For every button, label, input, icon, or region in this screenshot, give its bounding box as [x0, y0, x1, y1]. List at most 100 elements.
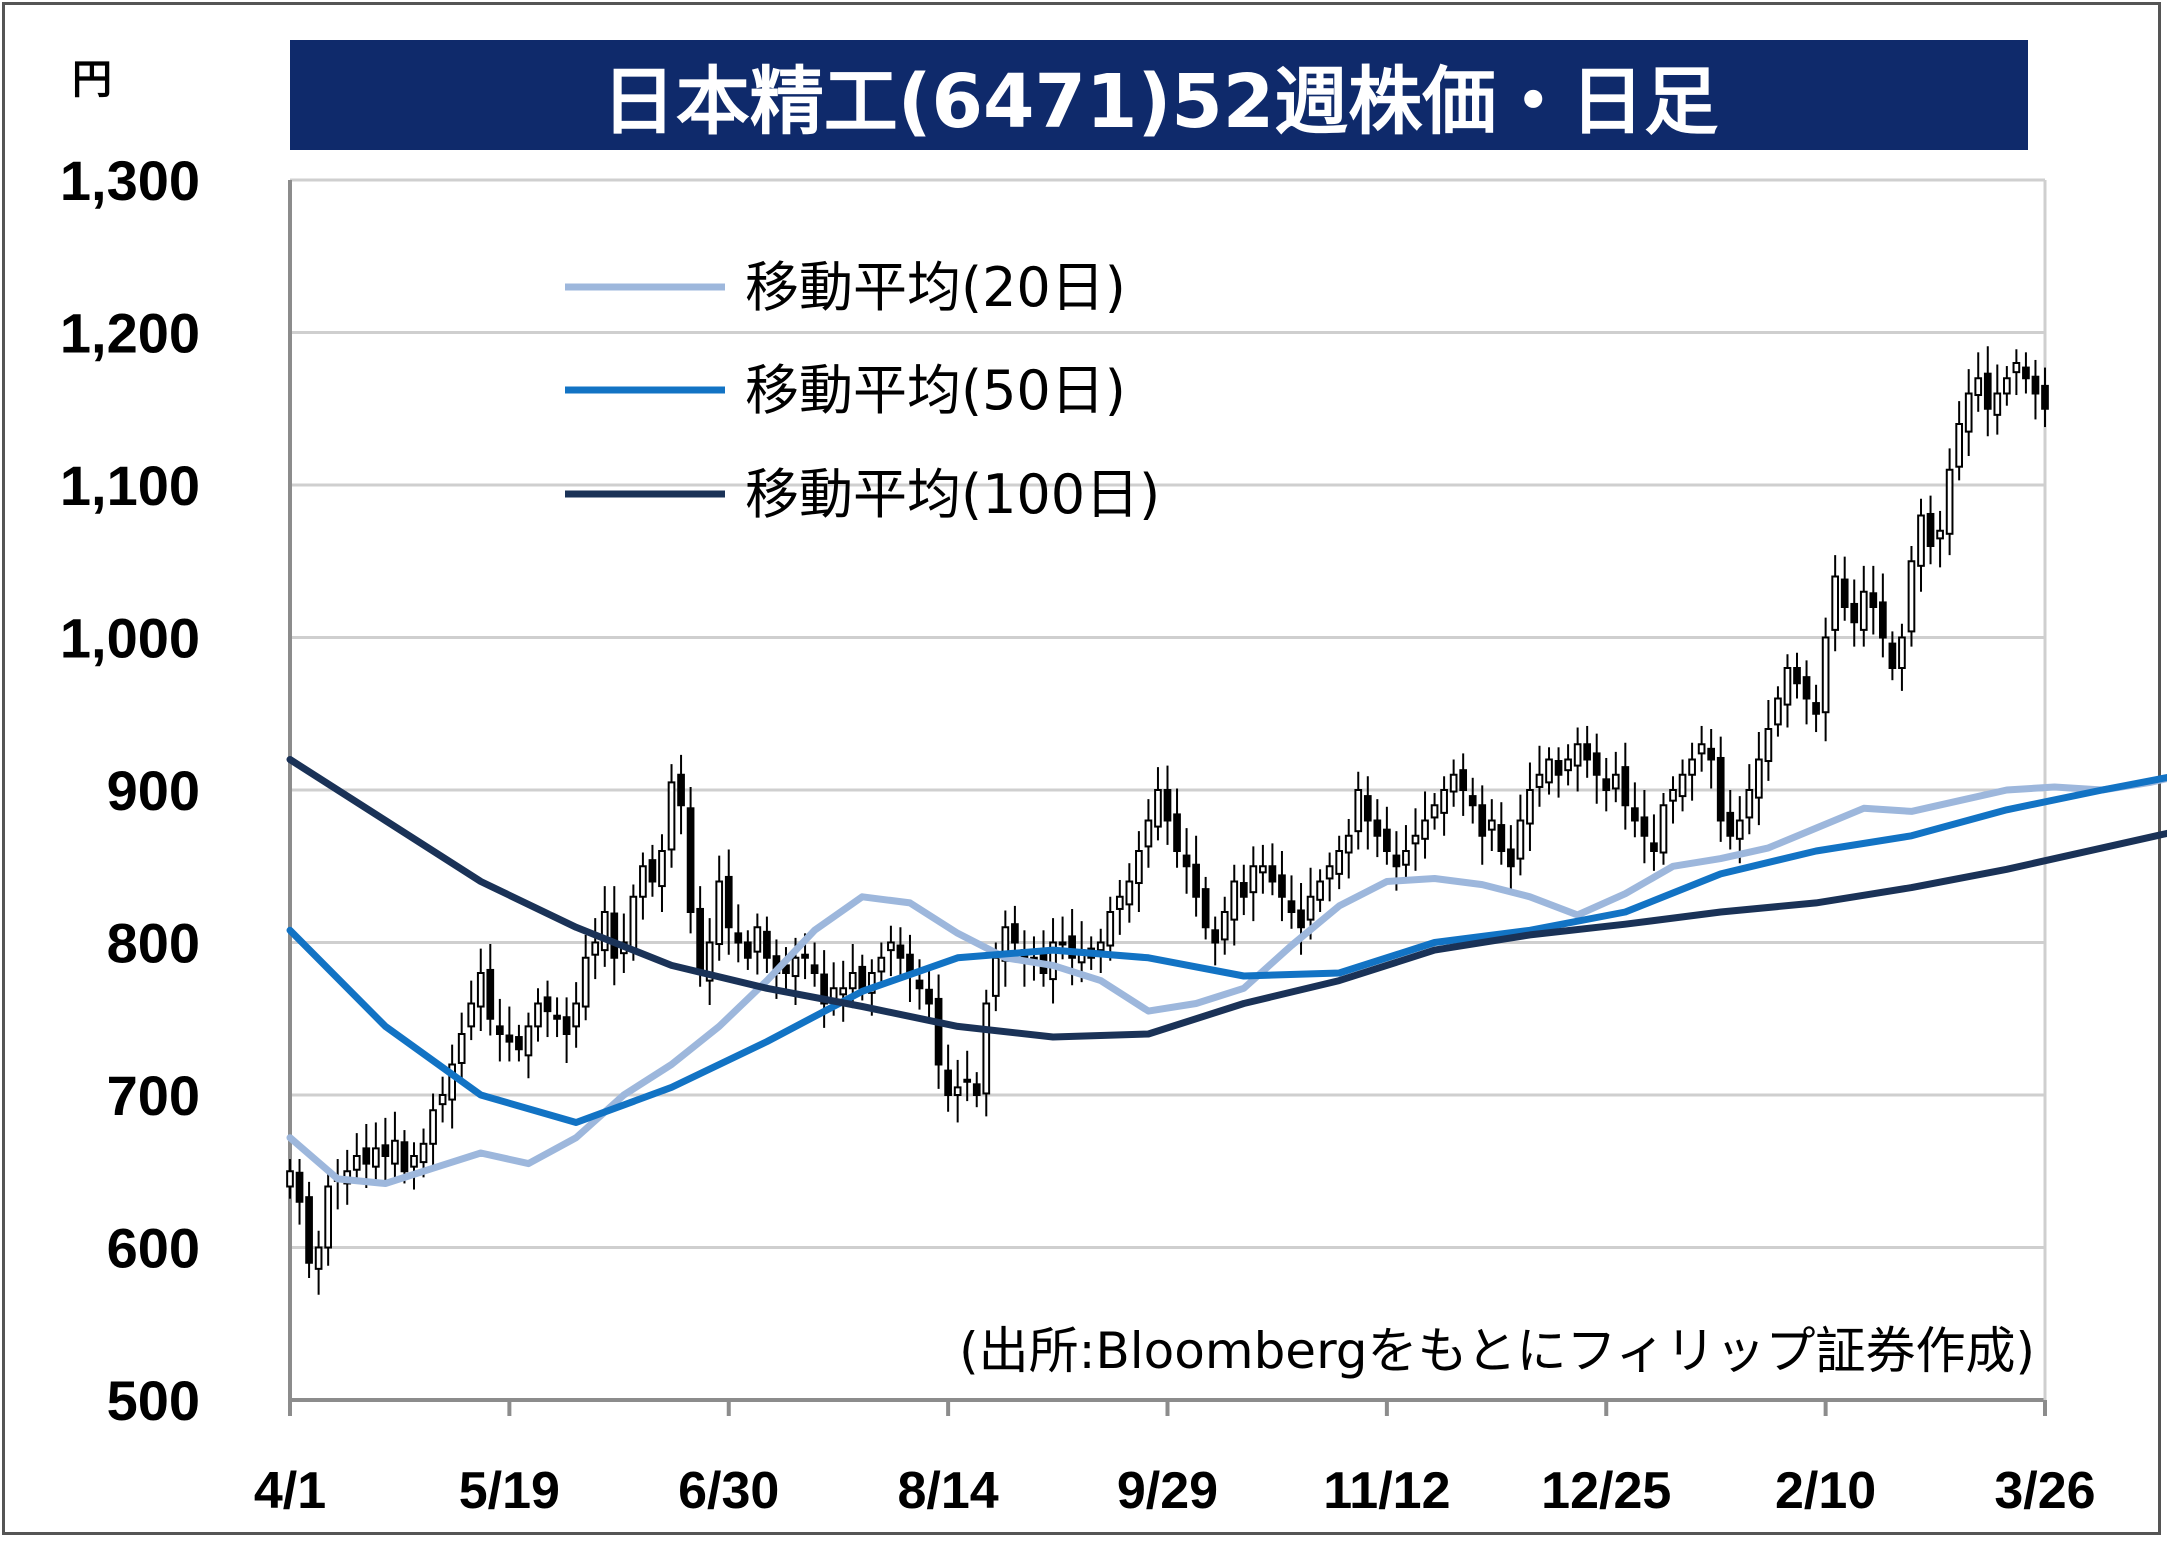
candle-body-down: [1850, 602, 1859, 624]
candle-body-up: [1735, 819, 1744, 840]
x-tick-label: 6/30: [678, 1462, 779, 1520]
candle-body-up: [1831, 575, 1840, 631]
y-tick-label: 1,000: [60, 607, 200, 670]
candle-body-down: [1888, 642, 1897, 669]
candle-body-down: [543, 996, 552, 1013]
candle-body-up: [314, 1246, 323, 1270]
y-tick-label: 800: [107, 912, 200, 975]
candle-body-down: [1459, 769, 1468, 791]
legend: 移動平均(20日) 移動平均(50日) 移動平均(100日): [565, 256, 1160, 526]
candle-body-down: [1879, 601, 1887, 639]
y-tick-label: 1,200: [60, 302, 200, 365]
candle-body-up: [600, 911, 609, 952]
candle-body-down: [562, 1016, 571, 1035]
candle-body-up: [352, 1155, 361, 1171]
candle-body-down: [1650, 842, 1658, 852]
candle-body-up: [1955, 423, 1964, 468]
candle-body-up: [1936, 529, 1944, 540]
candle-body-up: [753, 926, 762, 953]
candle-body-down: [972, 1083, 981, 1096]
candle-body-down: [1211, 929, 1220, 944]
candle-body-up: [457, 1033, 466, 1064]
candle-body-up: [1096, 941, 1105, 952]
candle-body-up: [1859, 590, 1868, 631]
candle-body-up: [1344, 834, 1353, 854]
candle-body-down: [858, 965, 867, 990]
candle-body-down: [486, 968, 495, 1020]
series-line-ma50: [286, 774, 2167, 1126]
candle-body-up: [448, 1063, 456, 1101]
x-tick-label: 12/25: [1541, 1462, 1671, 1520]
candle-body-up: [1545, 758, 1553, 784]
candle-body-up: [1058, 941, 1067, 946]
x-tick-label: 2/10: [1775, 1462, 1876, 1520]
candle-body-up: [1325, 865, 1334, 880]
candle-body-down: [944, 1069, 952, 1096]
candle-body-down: [1631, 807, 1639, 822]
candle-body-up: [572, 1002, 580, 1028]
candle-body-down: [820, 973, 828, 1005]
candle-body-up: [1220, 911, 1229, 941]
candle-body-down: [648, 859, 657, 883]
candle-body-up: [1411, 834, 1420, 845]
candle-body-down: [2031, 375, 2040, 395]
candle-body-up: [1993, 392, 2002, 416]
candle-body-up: [1144, 819, 1153, 848]
chart-title: 日本精工(6471)52週株価・日足: [602, 59, 1719, 145]
candle-body-down: [1068, 935, 1076, 959]
candle-body-down: [1383, 828, 1391, 853]
candle-body-down: [1554, 760, 1563, 776]
candle-body-up: [1449, 773, 1458, 793]
candle-body-up: [1964, 392, 1973, 433]
candle-body-up: [1688, 758, 1696, 776]
candle-body-up: [953, 1086, 962, 1096]
candle-body-down: [1802, 676, 1811, 700]
candle-body-up: [629, 895, 638, 950]
x-tick-label: 8/14: [898, 1462, 999, 1520]
candle-body-up: [1821, 636, 1830, 714]
candle-body-up: [371, 1147, 380, 1168]
candle-body-up: [1697, 743, 1706, 755]
candle-body-down: [515, 1036, 523, 1051]
source-note: (出所:Bloombergをもとにフィリップ証券作成): [959, 1322, 2035, 1380]
candle-body-down: [1621, 766, 1630, 807]
candle-body-down: [1287, 900, 1296, 914]
candle-body-up: [1249, 865, 1258, 894]
candle-body-up: [324, 1185, 332, 1249]
candle-body-up: [1402, 850, 1410, 866]
candle-body-down: [1297, 909, 1305, 929]
candle-body-down: [1173, 813, 1181, 853]
candle-body-up: [1135, 850, 1143, 885]
candle-body-up: [1335, 850, 1344, 875]
candlesticks: [286, 346, 2049, 1295]
candle-body-up: [1487, 819, 1496, 831]
title-banner: [290, 40, 2028, 150]
x-tick-label: 3/26: [1994, 1462, 2095, 1520]
candle-body-up: [658, 850, 666, 888]
candle-body-down: [1602, 778, 1611, 792]
candle-body-down: [925, 988, 933, 1005]
legend-label-ma100: 移動平均(100日): [745, 463, 1160, 526]
candle-body-up: [581, 956, 590, 1008]
candle-body-up: [524, 1025, 533, 1057]
candle-body-down: [1507, 848, 1515, 868]
candle-body-down: [1726, 811, 1735, 837]
candle-body-down: [1592, 752, 1601, 776]
series-line-ma100: [286, 756, 2167, 1041]
candle-body-up: [410, 1155, 418, 1168]
candle-body-up: [1430, 804, 1439, 819]
y-tick-label: 1,100: [60, 454, 200, 517]
candle-body-down: [934, 997, 943, 1066]
candle-body-up: [1678, 773, 1687, 798]
candle-body-up: [1421, 819, 1429, 840]
candle-body-down: [1363, 795, 1372, 822]
candle-body-up: [2012, 362, 2021, 374]
candle-body-down: [362, 1147, 371, 1165]
candle-body-up: [1573, 743, 1582, 767]
candle-body-up: [1898, 636, 1906, 669]
candle-body-up: [1669, 789, 1677, 802]
candle-body-up: [467, 1002, 476, 1028]
candle-body-down: [1926, 512, 1935, 547]
candle-body-down: [553, 1014, 561, 1020]
candle-body-down: [400, 1141, 409, 1173]
